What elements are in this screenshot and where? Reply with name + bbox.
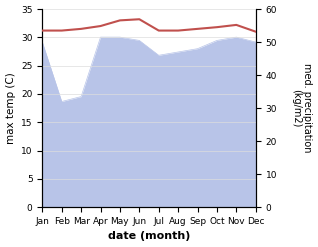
Y-axis label: max temp (C): max temp (C) bbox=[5, 72, 16, 144]
Y-axis label: med. precipitation
(kg/m2): med. precipitation (kg/m2) bbox=[291, 63, 313, 153]
X-axis label: date (month): date (month) bbox=[108, 231, 190, 242]
